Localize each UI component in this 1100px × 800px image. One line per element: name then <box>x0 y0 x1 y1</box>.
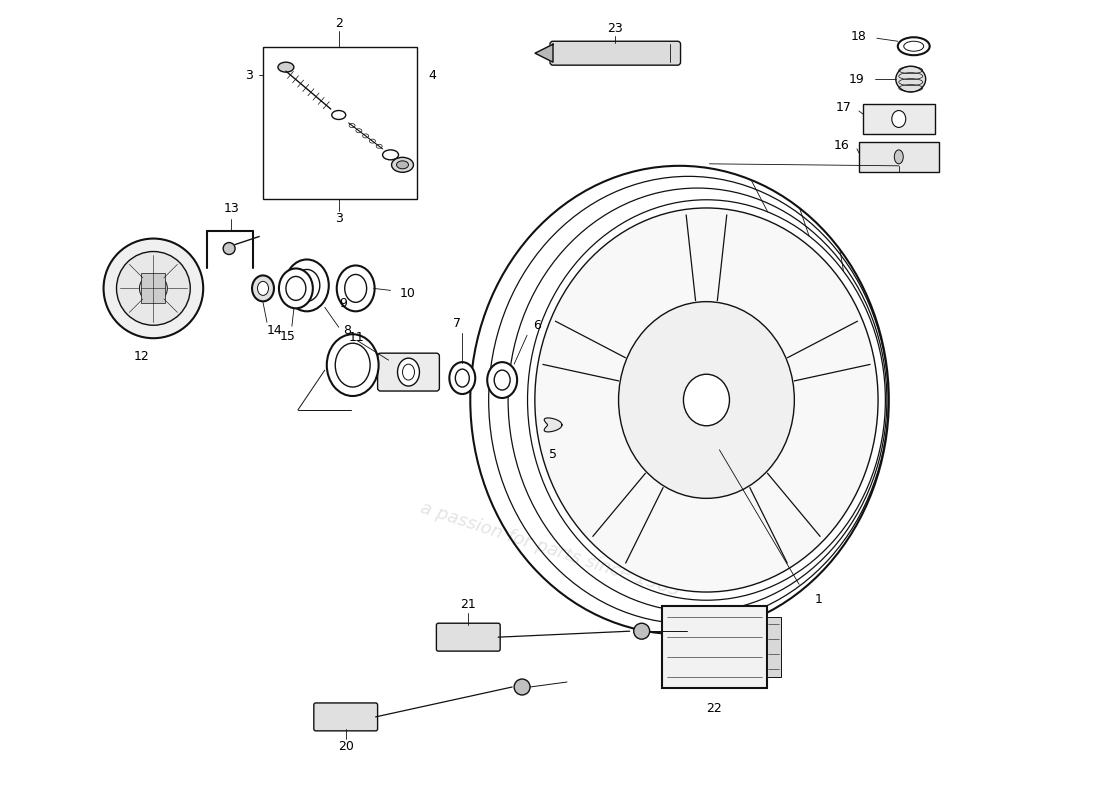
Circle shape <box>514 679 530 695</box>
Bar <box>862 104 935 134</box>
FancyBboxPatch shape <box>550 42 681 65</box>
Text: 10: 10 <box>399 287 416 300</box>
Ellipse shape <box>894 150 903 164</box>
Circle shape <box>103 238 204 338</box>
Bar <box>767 618 781 677</box>
FancyBboxPatch shape <box>377 353 439 391</box>
Text: 18: 18 <box>851 30 867 42</box>
Ellipse shape <box>487 362 517 398</box>
Text: 22: 22 <box>706 702 723 715</box>
Text: 14: 14 <box>267 324 283 337</box>
Text: 7: 7 <box>453 317 461 330</box>
Text: 23: 23 <box>607 22 623 34</box>
Ellipse shape <box>392 158 414 172</box>
Ellipse shape <box>618 302 794 498</box>
Circle shape <box>117 251 190 326</box>
Polygon shape <box>544 418 562 432</box>
Text: 21: 21 <box>461 598 476 610</box>
Bar <box>263 47 418 198</box>
Text: 12: 12 <box>133 350 150 362</box>
FancyBboxPatch shape <box>437 623 501 651</box>
Ellipse shape <box>336 343 370 387</box>
Ellipse shape <box>455 369 470 387</box>
Text: 19: 19 <box>849 73 865 86</box>
Text: a passion for parts since 1985: a passion for parts since 1985 <box>418 499 682 600</box>
Ellipse shape <box>683 374 729 426</box>
Ellipse shape <box>397 358 419 386</box>
Ellipse shape <box>286 277 306 300</box>
Bar <box>859 142 938 172</box>
Text: 2: 2 <box>334 17 343 30</box>
Bar <box>662 606 767 688</box>
Ellipse shape <box>285 259 329 311</box>
Text: 16: 16 <box>834 139 850 152</box>
Ellipse shape <box>895 66 926 92</box>
Ellipse shape <box>337 266 375 311</box>
Text: 8: 8 <box>343 324 351 337</box>
Text: 3: 3 <box>245 69 253 82</box>
Text: 3: 3 <box>334 212 343 225</box>
Text: 4: 4 <box>429 69 437 82</box>
Ellipse shape <box>279 269 312 308</box>
Text: 5: 5 <box>549 448 557 462</box>
Ellipse shape <box>257 282 268 295</box>
Text: 13: 13 <box>223 202 239 215</box>
Bar <box>142 274 165 303</box>
Text: 17: 17 <box>836 101 851 114</box>
Ellipse shape <box>396 161 408 169</box>
Circle shape <box>223 242 235 254</box>
Ellipse shape <box>535 208 878 592</box>
Ellipse shape <box>278 62 294 72</box>
Ellipse shape <box>494 370 510 390</box>
Ellipse shape <box>344 274 366 302</box>
Ellipse shape <box>327 334 378 396</box>
Polygon shape <box>535 44 553 62</box>
Ellipse shape <box>294 270 320 302</box>
Text: 9: 9 <box>339 297 346 310</box>
Text: 11: 11 <box>349 330 364 344</box>
Circle shape <box>140 274 167 302</box>
Ellipse shape <box>403 364 415 380</box>
Ellipse shape <box>252 275 274 302</box>
Text: 6: 6 <box>534 318 541 332</box>
Text: euroParts: euroParts <box>544 300 854 500</box>
Text: 15: 15 <box>280 330 296 342</box>
Circle shape <box>634 623 650 639</box>
Ellipse shape <box>892 110 905 127</box>
Text: 20: 20 <box>338 740 353 754</box>
Ellipse shape <box>450 362 475 394</box>
FancyBboxPatch shape <box>314 703 377 731</box>
Text: 1: 1 <box>815 593 823 606</box>
